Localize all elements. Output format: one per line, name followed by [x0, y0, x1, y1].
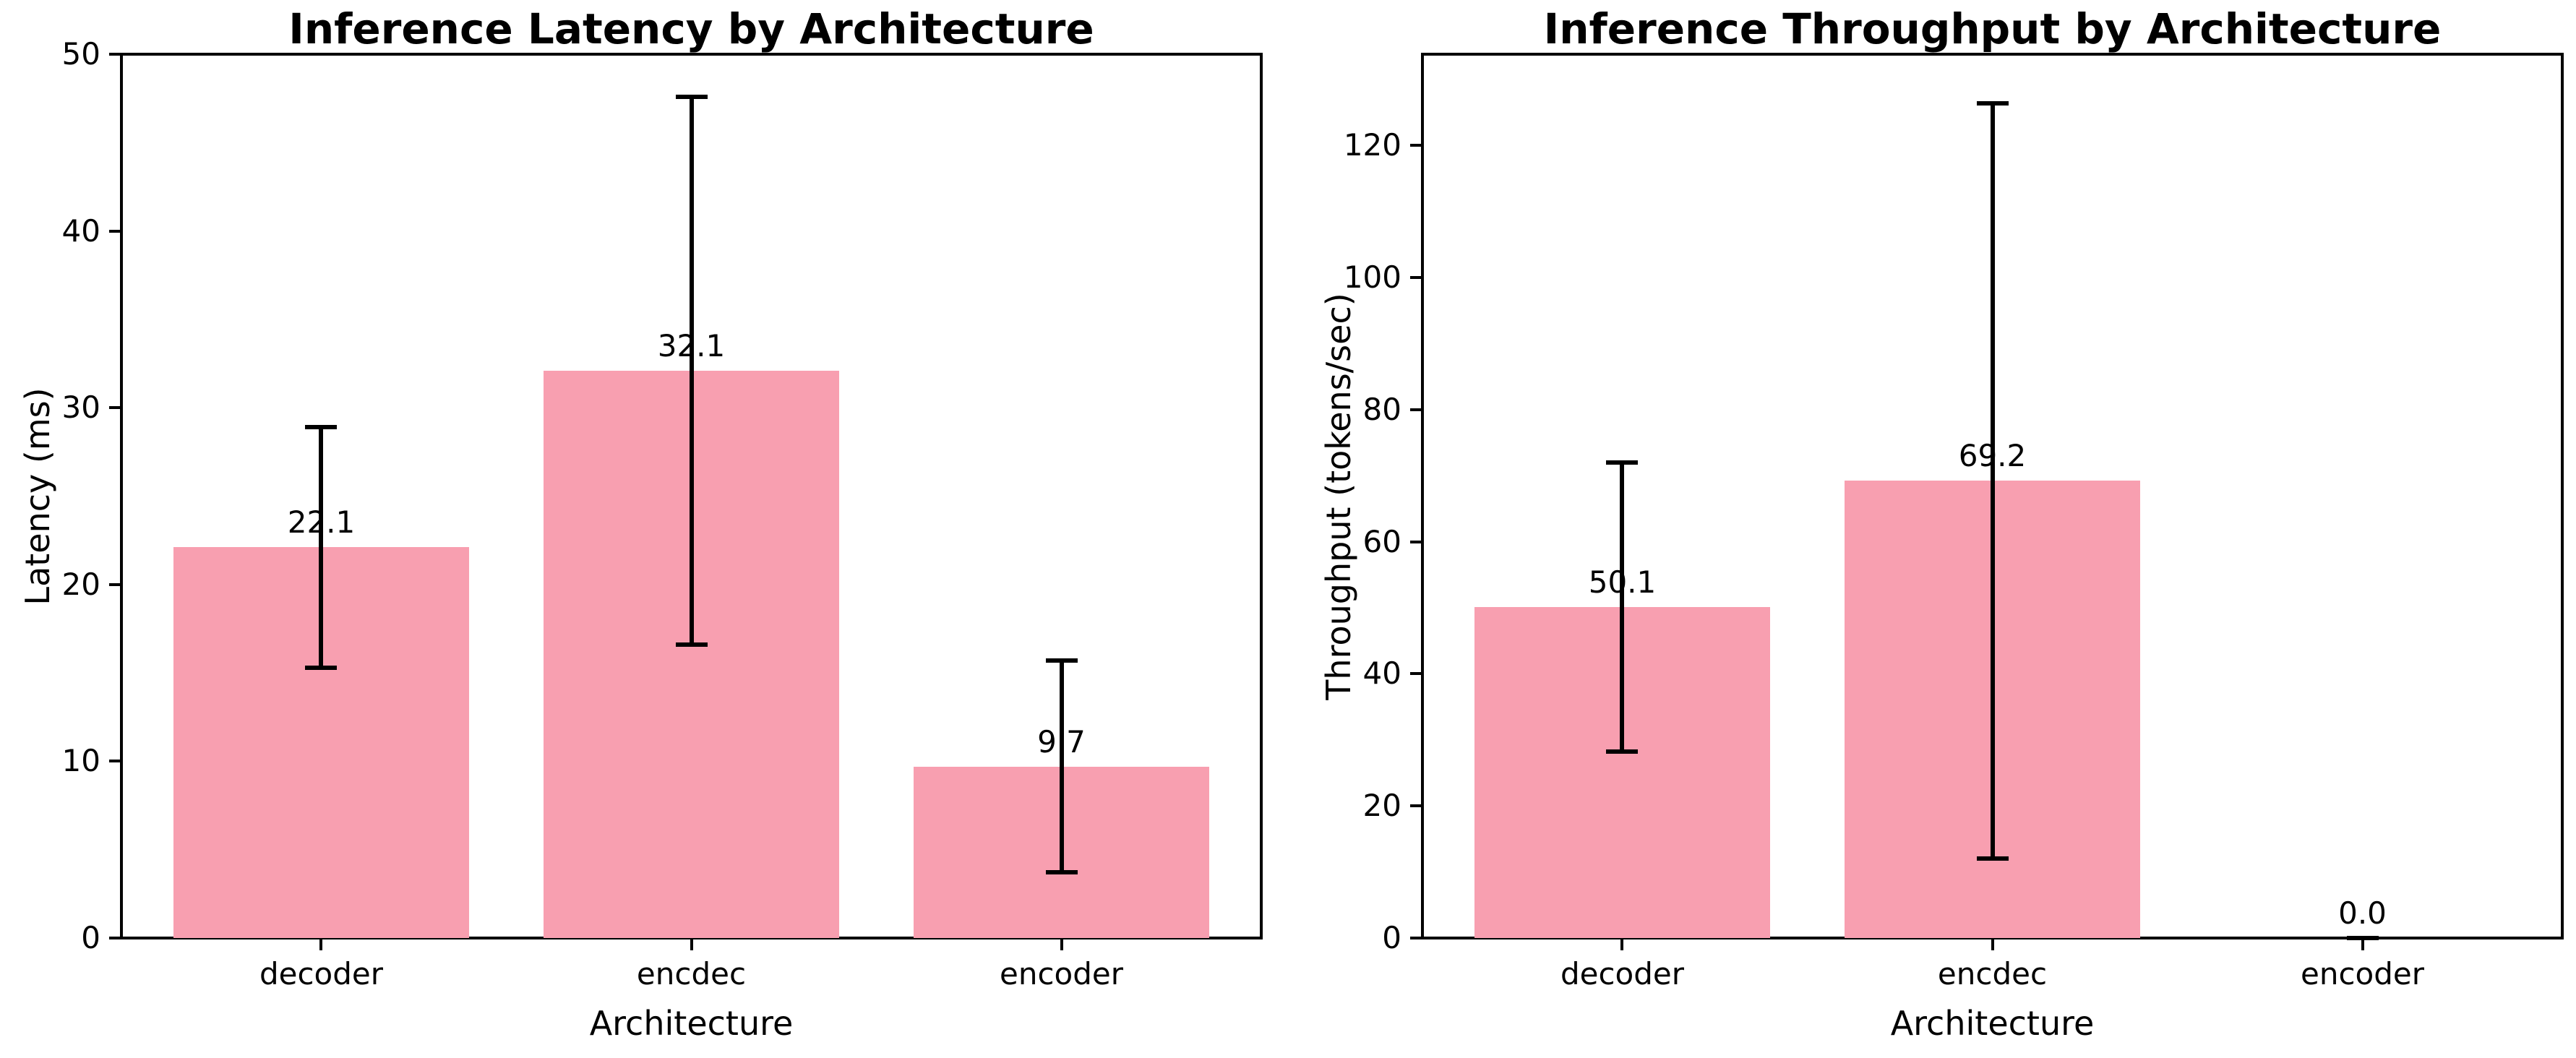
error-cap-top-decoder — [305, 425, 338, 430]
error-cap-top-encoder — [1045, 658, 1078, 663]
error-bar-encdec — [1990, 103, 1995, 859]
error-cap-bottom-encoder — [1045, 870, 1078, 875]
y-tick-mark — [1410, 672, 1421, 676]
error-cap-bottom-encdec — [675, 642, 708, 647]
bar-value-label-encdec: 69.2 — [1958, 438, 2027, 474]
y-tick-label: 20 — [61, 566, 100, 602]
y-tick-label: 40 — [1362, 655, 1401, 692]
error-cap-bottom-decoder — [1606, 749, 1639, 754]
x-axis-label: Architecture — [589, 1004, 794, 1043]
y-tick-label: 50 — [61, 36, 100, 72]
chart-title: Inference Latency by Architecture — [288, 4, 1094, 53]
x-tick-mark — [2361, 939, 2364, 950]
y-tick-label: 0 — [1382, 920, 1401, 955]
y-tick-label: 20 — [1362, 788, 1401, 824]
y-tick-mark — [1410, 937, 1421, 939]
y-tick-label: 30 — [61, 390, 100, 426]
y-tick-mark — [109, 937, 120, 939]
error-cap-bottom-encoder — [2346, 936, 2379, 940]
error-cap-top-decoder — [1606, 460, 1639, 465]
y-tick-mark — [1410, 804, 1421, 808]
y-tick-label: 40 — [61, 212, 100, 249]
chart-title: Inference Throughput by Architecture — [1543, 4, 2442, 53]
bar-value-label-encoder: 0.0 — [2338, 895, 2387, 931]
y-tick-mark — [109, 229, 120, 233]
x-tick-mark — [690, 939, 693, 950]
x-axis-label: Architecture — [1890, 1004, 2095, 1043]
y-tick-mark — [1410, 275, 1421, 279]
error-cap-top-encdec — [1976, 100, 2009, 106]
x-tick-label-encdec: encdec — [636, 956, 747, 992]
y-tick-label: 120 — [1343, 127, 1401, 163]
y-tick-mark — [109, 53, 120, 56]
x-tick-mark — [319, 939, 323, 950]
y-tick-label: 100 — [1343, 259, 1401, 295]
bar-value-label-decoder: 22.1 — [287, 504, 356, 541]
error-bar-decoder — [1620, 462, 1625, 752]
x-tick-mark — [1620, 939, 1624, 950]
plot-area — [120, 53, 1263, 939]
error-cap-bottom-decoder — [305, 665, 338, 670]
bar-value-label-encdec: 32.1 — [657, 327, 726, 364]
y-tick-label: 80 — [1362, 391, 1401, 427]
y-axis-label: Latency (ms) — [18, 387, 57, 606]
x-tick-label-decoder: decoder — [259, 956, 384, 992]
y-tick-mark — [109, 760, 120, 763]
plot-area — [1421, 53, 2564, 939]
y-tick-label: 0 — [81, 920, 100, 955]
error-bar-encoder — [1059, 660, 1064, 873]
x-tick-label-decoder: decoder — [1560, 956, 1685, 992]
x-tick-label-encdec: encdec — [1937, 956, 2048, 992]
x-tick-label-encoder: encoder — [999, 956, 1124, 992]
bar-value-label-encoder: 9.7 — [1037, 723, 1086, 760]
x-tick-label-encoder: encoder — [2300, 956, 2425, 992]
x-tick-mark — [1991, 939, 1994, 950]
y-axis-label: Throughput (tokens/sec) — [1319, 292, 1358, 700]
x-tick-mark — [1060, 939, 1063, 950]
y-tick-mark — [109, 406, 120, 410]
y-tick-mark — [109, 582, 120, 586]
y-tick-mark — [1410, 144, 1421, 147]
y-tick-label: 10 — [61, 743, 100, 779]
y-tick-mark — [1410, 540, 1421, 543]
error-cap-bottom-encdec — [1976, 856, 2009, 861]
error-bar-encdec — [689, 96, 694, 645]
error-bar-decoder — [319, 427, 324, 668]
error-cap-top-encdec — [675, 94, 708, 99]
bar-value-label-decoder: 50.1 — [1588, 564, 1657, 601]
y-tick-mark — [1410, 408, 1421, 411]
y-tick-label: 60 — [1362, 523, 1401, 559]
